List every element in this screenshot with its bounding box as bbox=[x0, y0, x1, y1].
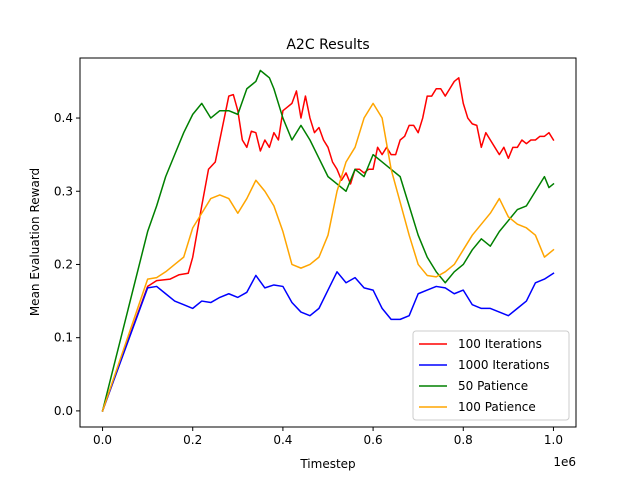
x-axis: 0.0 0.2 0.4 0.6 0.8 1.0 bbox=[93, 427, 563, 447]
legend-label-1: 100 Iterations bbox=[458, 337, 542, 351]
x-tick-label: 1.0 bbox=[544, 433, 563, 447]
x-tick-label: 0.0 bbox=[93, 433, 112, 447]
y-tick-label: 0.3 bbox=[54, 184, 73, 198]
y-tick-label: 0.2 bbox=[54, 257, 73, 271]
x-axis-label: Timestep bbox=[299, 457, 355, 471]
x-tick-label: 0.6 bbox=[364, 433, 383, 447]
series-line-2 bbox=[101, 271, 555, 412]
plot-frame bbox=[79, 57, 577, 428]
x-tick-label: 0.4 bbox=[273, 433, 292, 447]
x-tick-label: 0.2 bbox=[183, 433, 202, 447]
series-layer bbox=[101, 69, 555, 412]
legend-label-3: 50 Patience bbox=[458, 379, 528, 393]
legend-frame bbox=[412, 330, 570, 421]
legend-items: 100 Iterations 1000 Iterations 50 Patience… bbox=[419, 337, 550, 414]
legend-label-4: 100 Patience bbox=[458, 400, 536, 414]
series-line-4 bbox=[101, 102, 555, 412]
y-tick-label: 0.1 bbox=[54, 331, 73, 345]
x-axis-offset-text: 1e6 bbox=[553, 455, 576, 469]
legend-label-2: 1000 Iterations bbox=[458, 358, 550, 372]
chart-title: A2C Results bbox=[286, 37, 369, 53]
legend: 100 Iterations 1000 Iterations 50 Patience… bbox=[412, 330, 570, 421]
y-axis: 0.0 0.1 0.2 0.3 0.4 bbox=[54, 111, 80, 418]
x-tick-label: 0.8 bbox=[454, 433, 473, 447]
y-tick-label: 0.4 bbox=[54, 111, 73, 125]
series-line-3 bbox=[101, 69, 555, 412]
y-tick-label: 0.0 bbox=[54, 404, 73, 418]
y-axis-label: Mean Evaluation Reward bbox=[28, 168, 42, 316]
